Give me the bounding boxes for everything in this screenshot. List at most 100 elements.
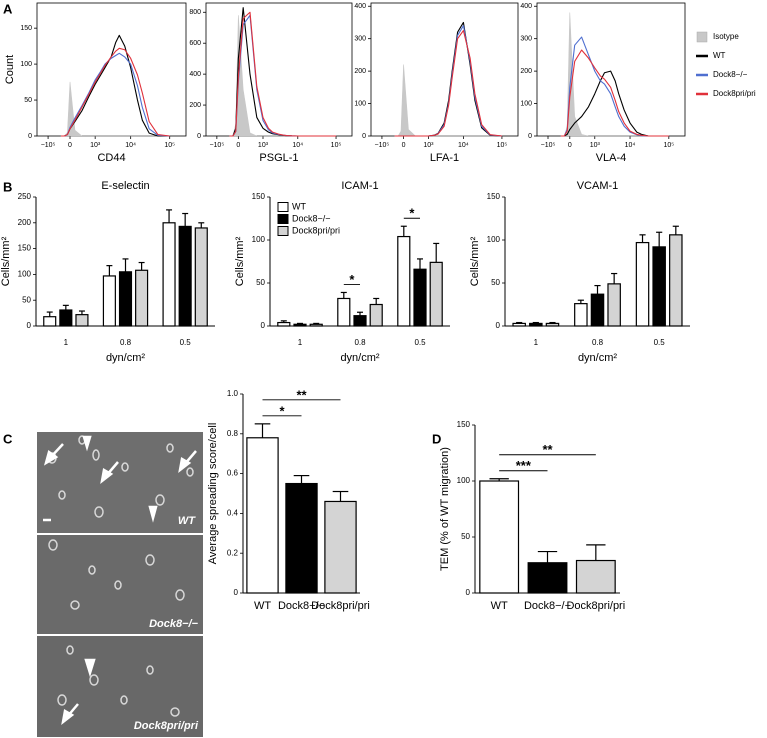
y-tick-label: 400 — [520, 3, 532, 10]
legend-label: Dock8−/− — [292, 213, 331, 223]
bar — [635, 241, 650, 327]
x-tick-label: 1 — [298, 338, 303, 347]
y-tick-label: 250 — [18, 192, 32, 201]
y-tick-label: 100 — [457, 476, 471, 485]
x-axis-label: dyn/cm² — [106, 352, 145, 364]
y-tick-label: 150 — [18, 244, 32, 253]
bar — [118, 271, 133, 327]
y-tick-label: 600 — [189, 40, 201, 47]
x-tick-label: −10⁵ — [375, 142, 390, 149]
y-tick-label: 150 — [457, 420, 471, 429]
y-tick-label: 0 — [27, 321, 32, 330]
x-axis-label: PSGL-1 — [259, 152, 298, 164]
y-tick-label: 400 — [189, 71, 201, 78]
y-tick-label: 0.8 — [227, 429, 239, 438]
significance-label: ** — [296, 387, 307, 402]
x-tick-label: WT — [254, 600, 271, 612]
y-tick-label: 150 — [20, 25, 32, 32]
panel-label: D — [432, 431, 441, 446]
legend-swatch — [277, 214, 289, 224]
legend-label: WT — [292, 201, 306, 211]
y-tick-label: 0 — [28, 133, 32, 140]
bar — [102, 275, 116, 327]
y-tick-label: 150 — [487, 192, 501, 201]
bar — [512, 322, 526, 327]
y-tick-label: 100 — [252, 235, 266, 244]
x-axis-label: dyn/cm² — [578, 352, 617, 364]
x-tick-label: 0 — [402, 142, 406, 149]
plot-frame — [205, 2, 353, 137]
y-tick-label: 800 — [189, 9, 201, 16]
bar — [479, 480, 520, 594]
bar — [324, 500, 357, 594]
y-axis-label: Cells/mm² — [234, 236, 246, 286]
x-tick-label: Dock8pri/pri — [566, 600, 625, 612]
bar — [575, 559, 616, 594]
y-axis-label: Cells/mm² — [469, 236, 481, 286]
significance-label: *** — [516, 458, 532, 473]
line — [394, 30, 502, 137]
y-tick-label: 50 — [256, 278, 265, 287]
y-tick-label: 1.0 — [227, 389, 239, 398]
x-tick-label: WT — [491, 600, 508, 612]
legend-swatch — [277, 226, 289, 236]
bar — [413, 268, 427, 327]
x-tick-label: 10³ — [590, 142, 601, 149]
y-axis-label: Cells/mm² — [0, 236, 12, 286]
x-axis-label: VLA-4 — [596, 152, 627, 164]
micrograph-image — [37, 535, 203, 634]
x-tick-label: 0.5 — [654, 338, 666, 347]
y-tick-label: 50 — [24, 97, 32, 104]
bar — [353, 315, 367, 327]
y-tick-label: 50 — [491, 278, 500, 287]
micrograph: WT Dock8−/− Dock8pri/pri — [37, 432, 203, 737]
bar — [246, 437, 279, 594]
bar — [59, 309, 73, 327]
x-tick-label: 10⁵ — [164, 142, 175, 149]
line — [560, 70, 669, 137]
x-tick-label: 0.8 — [592, 338, 604, 347]
x-tick-label: −10⁵ — [41, 142, 56, 149]
bar — [135, 269, 149, 327]
legend-swatch — [696, 31, 708, 43]
y-tick-label: 100 — [520, 100, 532, 107]
x-tick-label: −10⁵ — [209, 142, 224, 149]
y-axis-label: Average spreading score/cell — [207, 423, 219, 565]
y-tick-label: 0.2 — [227, 548, 239, 557]
line — [394, 21, 502, 137]
bar — [285, 482, 318, 594]
bar — [309, 323, 323, 327]
x-axis-label: dyn/cm² — [340, 352, 379, 364]
y-tick-label: 100 — [354, 100, 366, 107]
line — [60, 52, 170, 137]
x-tick-label: 0 — [236, 142, 240, 149]
x-tick-label: Dock8−/− — [278, 600, 325, 612]
x-tick-label: 1 — [64, 338, 69, 347]
micrograph-label: Dock8pri/pri — [134, 720, 199, 732]
line — [394, 25, 502, 137]
y-tick-label: 0 — [466, 588, 471, 597]
y-tick-label: 0 — [234, 588, 239, 597]
y-tick-label: 0 — [362, 133, 366, 140]
x-tick-label: 0.5 — [414, 338, 426, 347]
bar — [43, 316, 57, 327]
x-tick-label: 10⁴ — [292, 142, 303, 149]
panel-label: A — [3, 1, 13, 16]
y-tick-label: 0 — [261, 321, 266, 330]
bar — [652, 246, 666, 327]
significance-label: * — [349, 272, 355, 287]
x-tick-label: Dock8−/− — [524, 600, 571, 612]
x-tick-label: 1 — [534, 338, 539, 347]
x-tick-label: 10⁵ — [497, 142, 508, 149]
x-tick-label: 10³ — [423, 142, 434, 149]
y-tick-label: 0.6 — [227, 469, 239, 478]
y-tick-label: 0.4 — [227, 509, 239, 518]
chart-title: VCAM-1 — [577, 180, 619, 192]
bar — [162, 222, 176, 327]
bar — [669, 234, 683, 327]
legend-swatch — [277, 202, 289, 212]
legend-label: WT — [713, 51, 726, 60]
panel-label: B — [3, 179, 12, 194]
micrograph-label: Dock8−/− — [149, 618, 198, 630]
y-tick-label: 300 — [354, 36, 366, 43]
